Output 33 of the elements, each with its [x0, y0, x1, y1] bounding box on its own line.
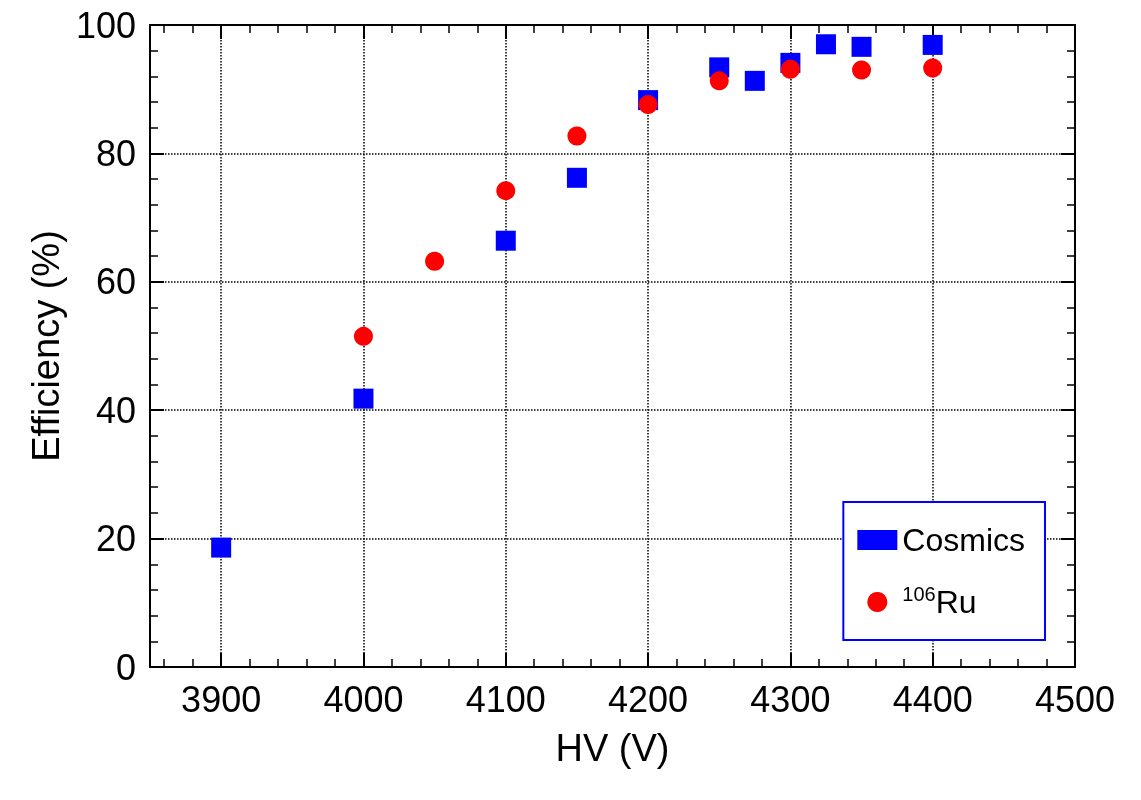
point	[353, 388, 374, 409]
x-tick-label: 4300	[750, 678, 831, 720]
y-tick-label: 40	[95, 389, 136, 431]
point	[353, 326, 373, 346]
point	[744, 70, 765, 91]
y-axis-title: Efficiency (%)	[25, 230, 68, 462]
point	[638, 95, 658, 115]
point	[852, 60, 872, 80]
x-tick-label: 4100	[465, 678, 546, 720]
y-tick-label: 60	[95, 261, 136, 303]
point	[709, 71, 729, 91]
y-tick-label: 100	[75, 4, 136, 46]
point	[923, 58, 943, 78]
x-tick-label: 4000	[323, 678, 404, 720]
point	[780, 59, 800, 79]
y-tick-label: 80	[95, 132, 136, 174]
x-tick-label: 4500	[1034, 678, 1116, 720]
legend-label: Cosmics	[902, 522, 1025, 558]
point	[815, 34, 836, 55]
x-tick-label: 4200	[608, 678, 689, 720]
x-tick-label: 3900	[181, 678, 262, 720]
point	[496, 181, 516, 201]
y-tick-label: 0	[115, 646, 136, 688]
x-tick-label: 4400	[892, 678, 973, 720]
x-axis-title: HV (V)	[555, 727, 670, 769]
point	[922, 34, 943, 55]
point	[425, 251, 445, 271]
point	[851, 36, 872, 57]
point	[211, 537, 232, 558]
point	[495, 230, 516, 251]
point	[567, 126, 587, 146]
point	[566, 167, 587, 188]
y-tick-label: 20	[95, 518, 136, 560]
